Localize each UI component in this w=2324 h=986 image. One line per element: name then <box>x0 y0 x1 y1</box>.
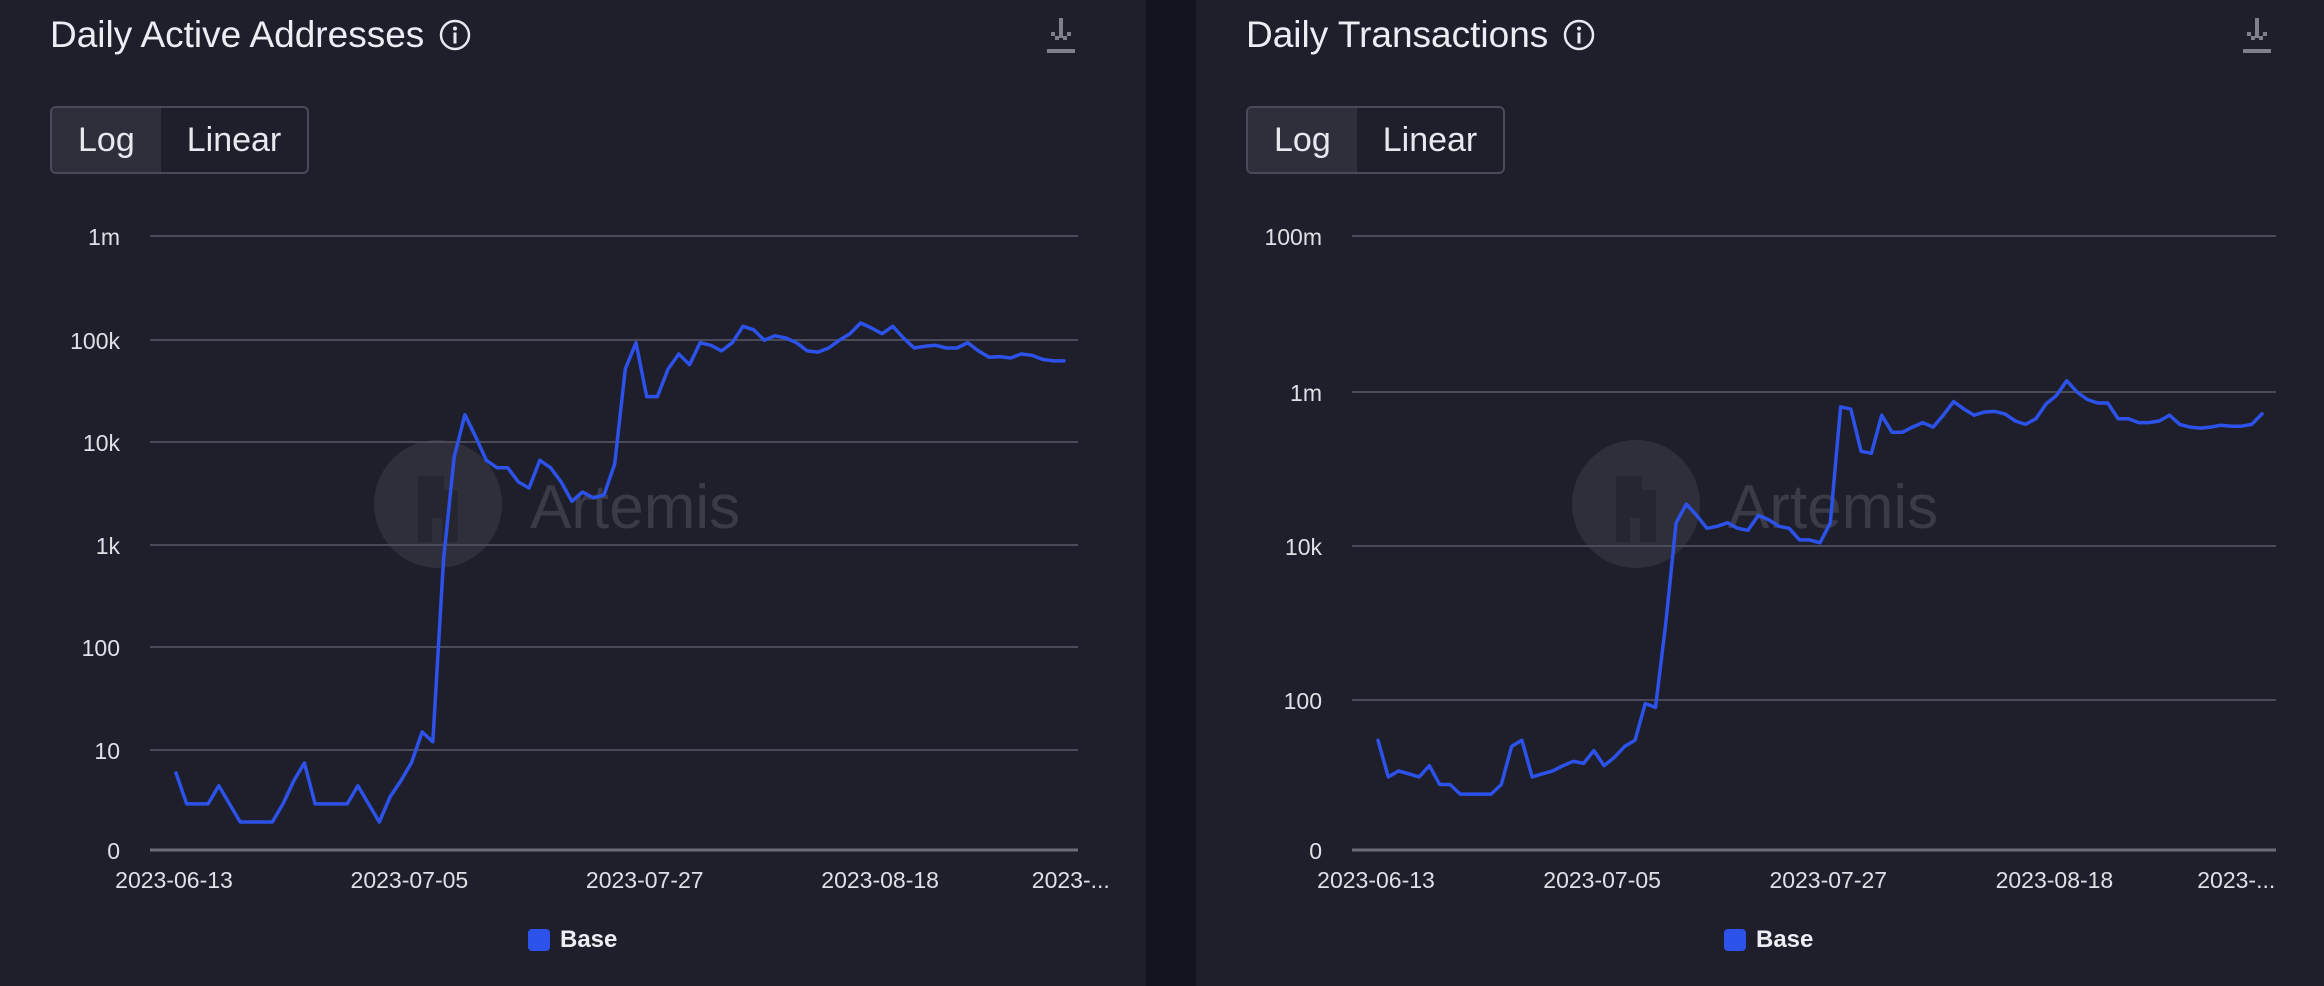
y-tick-label: 10k <box>83 430 121 456</box>
y-tick-label: 1m <box>88 224 120 250</box>
x-tick-label: 2023-08-18 <box>1996 867 2114 893</box>
x-tick-label: 2023-07-05 <box>351 867 469 893</box>
x-tick-label: 2023-07-27 <box>586 867 704 893</box>
panel-title: Daily Transactions <box>1246 14 1596 56</box>
x-tick-label: 2023-08-18 <box>821 867 939 893</box>
legend-label: Base <box>560 926 618 953</box>
x-tick-label: 2023-06-13 <box>115 867 233 893</box>
active-addresses-chart: 0 10 100 1k 10k 100k 1m 2023-06-13 2023-07-05 202… <box>70 224 1110 893</box>
y-tick-label: 100 <box>1284 688 1322 714</box>
x-tick-label: 2023-07-05 <box>1543 867 1661 893</box>
panel-title-text: Daily Transactions <box>1246 14 1549 55</box>
legend-swatch <box>1724 929 1746 951</box>
linear-scale-button[interactable]: Linear <box>1382 120 1478 159</box>
x-tick-label: 2023-... <box>2197 867 2275 893</box>
y-tick-label: 100 <box>82 635 120 661</box>
linear-scale-button[interactable]: Linear <box>186 120 282 159</box>
legend-label: Base <box>1756 926 1814 953</box>
y-tick-label: 100m <box>1264 224 1322 250</box>
x-tick-label: 2023-06-13 <box>1317 867 1435 893</box>
chart-panel-transactions: Daily Transactions Log Linear Artemis 0 1… <box>1196 0 2324 986</box>
panel-title: Daily Active Addresses <box>50 14 472 56</box>
y-tick-label: 1m <box>1290 380 1322 406</box>
legend[interactable]: Base <box>528 926 617 954</box>
info-icon[interactable] <box>438 18 472 52</box>
y-tick-label: 10k <box>1285 534 1323 560</box>
series-line-base <box>1376 378 2264 796</box>
log-scale-button[interactable]: Log <box>1248 108 1357 172</box>
panel-title-text: Daily Active Addresses <box>50 14 425 55</box>
y-tick-label: 0 <box>1309 838 1322 864</box>
y-tick-label: 0 <box>107 838 120 864</box>
legend-swatch <box>528 929 550 951</box>
info-icon[interactable] <box>1562 18 1596 52</box>
series-line-base <box>174 321 1066 824</box>
legend[interactable]: Base <box>1724 926 1813 954</box>
artemis-watermark: Artemis <box>1572 440 1938 568</box>
chart-panel-active-addresses: Daily Active Addresses Log Linear Artemi… <box>0 0 1146 986</box>
watermark-text: Artemis <box>530 473 740 542</box>
y-tick-label: 100k <box>70 328 120 354</box>
download-icon[interactable] <box>2242 16 2272 58</box>
download-icon[interactable] <box>1046 16 1076 58</box>
scale-toggle: Log Linear <box>50 106 310 174</box>
scale-toggle: Log Linear <box>1246 106 1506 174</box>
x-tick-label: 2023-07-27 <box>1769 867 1887 893</box>
log-scale-button[interactable]: Log <box>52 108 161 172</box>
transactions-chart: 0 100 10k 1m 100m 2023-06-13 2023-07-05 2023-07… <box>1264 224 2276 893</box>
y-tick-label: 1k <box>96 533 121 559</box>
y-tick-label: 10 <box>94 738 120 764</box>
x-tick-label: 2023-... <box>1032 867 1110 893</box>
